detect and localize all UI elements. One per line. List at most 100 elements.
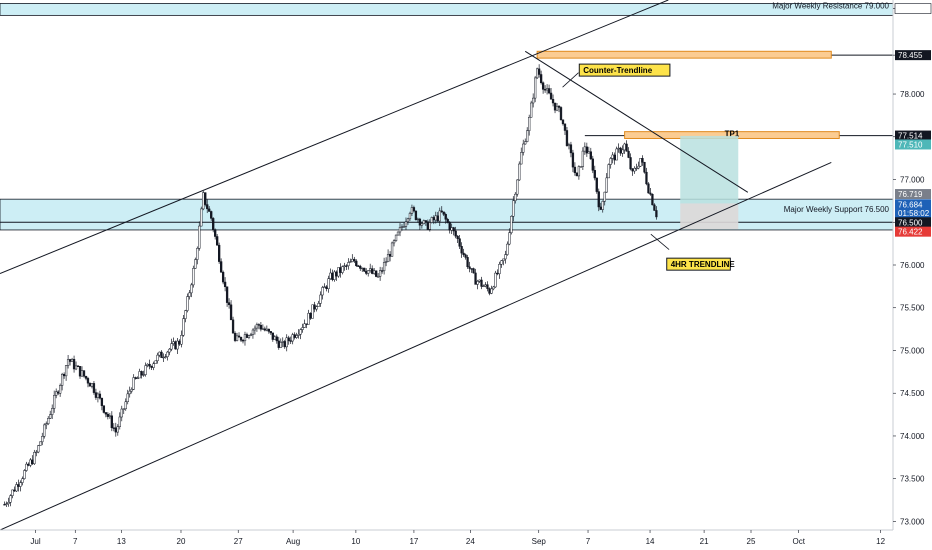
candle-body (593, 170, 596, 179)
candle-body (522, 143, 525, 153)
x-tick-label: Sep (532, 537, 547, 546)
candle-body (301, 327, 304, 330)
candle-body (237, 335, 241, 338)
candle-body (214, 229, 217, 237)
price-badge-text: 76.719 (898, 190, 923, 199)
candle-body (559, 107, 563, 121)
channel-upper-line[interactable] (0, 0, 669, 275)
candle-body (476, 281, 479, 285)
candle-body (444, 214, 447, 220)
candle-body (402, 226, 406, 228)
candle-body (106, 413, 109, 417)
candle-body (269, 331, 272, 334)
y-tick-label: 73.500 (900, 475, 925, 484)
candle-body (80, 370, 84, 377)
x-tick-label: 27 (234, 537, 243, 546)
candle-body (319, 294, 322, 304)
candle-body (539, 74, 543, 84)
candle-body (251, 329, 255, 335)
candle-body (458, 238, 461, 247)
channel-lower-trendline[interactable] (0, 161, 832, 531)
candle-body (140, 371, 143, 376)
candle-body (551, 99, 555, 104)
y-tick-label: 75.500 (900, 304, 925, 313)
target-zone[interactable] (680, 135, 739, 204)
y-tick-label: 76.000 (900, 261, 925, 270)
candle-body (625, 143, 628, 152)
candle-body (480, 279, 483, 287)
candle-body (23, 470, 26, 479)
candle-body (257, 324, 261, 326)
candle-body (611, 154, 614, 159)
counter-trendline-label-box[interactable] (578, 63, 671, 77)
candle-body (446, 219, 449, 223)
candle-body (43, 424, 46, 437)
candle-body (456, 235, 459, 239)
price-badge-text: 79.000 (898, 5, 923, 14)
4hr-trendline-label-box[interactable] (666, 257, 731, 271)
candle-body (390, 242, 394, 257)
candle-body (528, 117, 531, 131)
counter-trendline-box[interactable] (536, 50, 832, 59)
candle-body (311, 304, 314, 319)
candle-body (392, 240, 396, 244)
candle-body (545, 88, 549, 91)
candle-body (15, 484, 18, 492)
candle-body (450, 227, 453, 231)
candle-body (591, 158, 594, 171)
candle-body (283, 341, 286, 348)
resistance-zone[interactable] (0, 3, 894, 16)
candle-body (53, 395, 56, 409)
candle-body (410, 207, 414, 214)
candle-body (543, 89, 547, 91)
candle-body (557, 105, 561, 108)
candle-body (468, 266, 471, 269)
price-axis[interactable] (893, 0, 932, 550)
candle-body (514, 193, 517, 201)
candle-body (462, 252, 465, 256)
candle-body (200, 208, 203, 227)
candle-body (502, 258, 505, 261)
candle-body (285, 337, 288, 348)
candle-body (132, 377, 135, 390)
counter-trendline-label: Counter-Trendline (583, 66, 652, 75)
candle-body (490, 288, 493, 294)
candle-body (122, 408, 125, 410)
candle-body (536, 68, 539, 79)
candle-body (553, 102, 557, 111)
candle-body (39, 441, 42, 446)
time-axis[interactable] (0, 530, 932, 550)
price-badge-text: 76.684 (898, 200, 923, 209)
candle-body (249, 334, 253, 336)
candle-body (643, 162, 646, 173)
candle-body (41, 436, 44, 443)
candle-body (59, 385, 62, 394)
candle-body (11, 489, 14, 496)
candle-body (271, 332, 274, 340)
counter-trendline[interactable] (524, 50, 749, 193)
candle-body (470, 268, 473, 270)
candle-body (184, 310, 187, 319)
candle-body (601, 200, 604, 210)
4hr-trendline-label: 4HR TRENDLINE (671, 260, 736, 269)
candle-body (3, 504, 6, 506)
candle-body (609, 158, 612, 165)
candle-body (166, 351, 169, 357)
candle-body (382, 262, 386, 272)
candle-body (219, 261, 223, 273)
candle-body (72, 358, 76, 370)
candle-body (492, 286, 495, 290)
y-tick-label: 74.500 (900, 389, 925, 398)
candle-body (645, 171, 648, 185)
price-badge-text: 76.500 (898, 218, 923, 227)
candle-body (434, 215, 437, 221)
candle-body (436, 215, 439, 222)
candle-body (307, 312, 310, 325)
candle-body (154, 360, 157, 364)
candle-body (225, 286, 229, 303)
candle-body (212, 218, 215, 230)
candle-body (35, 451, 38, 454)
